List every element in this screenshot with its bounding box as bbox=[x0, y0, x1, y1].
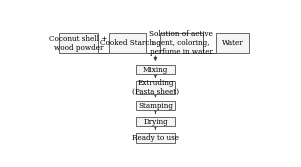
Bar bbox=[136, 81, 175, 94]
Text: Ready to use: Ready to use bbox=[132, 134, 179, 142]
Bar bbox=[109, 33, 145, 53]
Bar bbox=[136, 117, 175, 126]
Text: Drying: Drying bbox=[143, 118, 168, 126]
Bar bbox=[136, 133, 175, 142]
Text: Solution of active
agent, coloring,
perfume in water: Solution of active agent, coloring, perf… bbox=[149, 30, 213, 56]
Bar bbox=[216, 33, 249, 53]
Bar bbox=[160, 33, 203, 53]
Bar bbox=[136, 101, 175, 110]
Text: Water: Water bbox=[222, 39, 243, 47]
Text: Extruding
(Pasta sheet): Extruding (Pasta sheet) bbox=[132, 79, 179, 96]
Text: Mixing: Mixing bbox=[143, 65, 168, 73]
Bar bbox=[136, 65, 175, 74]
Bar bbox=[59, 33, 98, 53]
Text: Coconut shell +
wood powder: Coconut shell + wood powder bbox=[49, 35, 108, 52]
Text: Cooked Starch: Cooked Starch bbox=[101, 39, 154, 47]
Text: Stamping: Stamping bbox=[138, 102, 173, 110]
